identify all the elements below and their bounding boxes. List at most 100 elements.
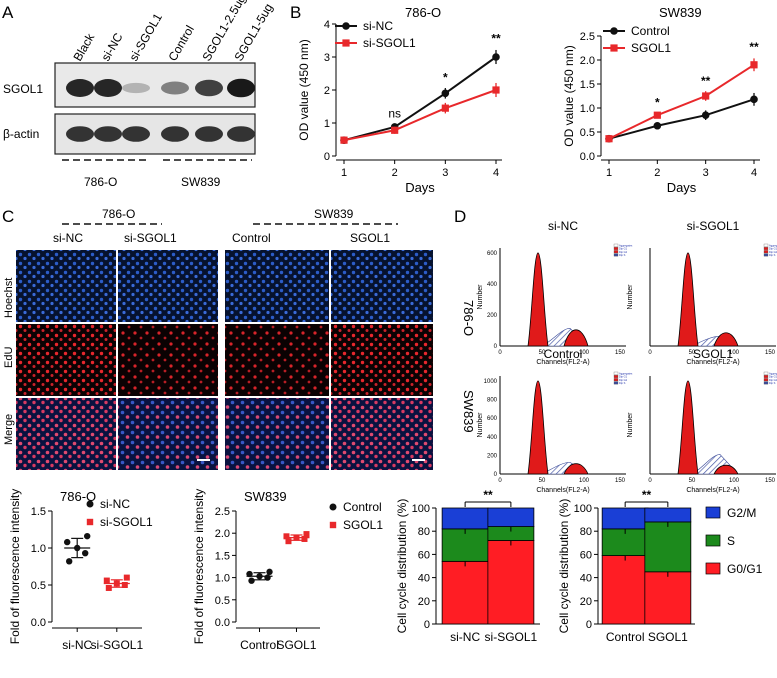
y-tick-label: 60	[418, 549, 430, 561]
y-tick-label: 1.0	[580, 103, 595, 115]
flow-y-tick: 800	[487, 398, 498, 404]
panel-label-a: A	[2, 3, 14, 22]
y-axis-label: Fold of fluorescence intensity	[192, 489, 206, 644]
flow-legend-label: Aggregates	[769, 372, 777, 376]
flow-g2-peak	[563, 329, 589, 347]
y-tick-label: 1.5	[580, 79, 595, 91]
legend-label: si-SGOL1	[363, 36, 416, 50]
data-point	[702, 92, 710, 100]
stacked-bar-segment	[644, 521, 692, 573]
flow-x-tick: 50	[539, 478, 546, 484]
edu-image-hoechst-sisgol1	[118, 250, 218, 322]
flow-row-label: SW839	[461, 390, 476, 433]
significance-mark: **	[701, 74, 711, 88]
flow-y-tick: 0	[494, 472, 498, 478]
stacked-bar-segment	[644, 507, 692, 523]
flow-legend-label: Dip G1	[769, 375, 777, 379]
flow-legend-swatch	[613, 371, 619, 375]
x-tick-label: si-SGOL1	[90, 638, 143, 652]
x-tick-label: si-SGOL1	[485, 630, 538, 644]
legend-marker	[86, 518, 94, 526]
blot-band-actin	[66, 126, 94, 142]
flow-y-tick: 0	[494, 344, 498, 350]
flow-y-label: Number	[627, 284, 634, 310]
legend-label: si-SGOL1	[100, 515, 153, 529]
flow-g2-peak	[713, 464, 739, 475]
y-tick-label: 20	[580, 596, 592, 608]
data-point	[441, 104, 449, 112]
flow-legend-swatch	[613, 375, 619, 378]
data-point	[63, 538, 71, 546]
significance-mark: ns	[388, 107, 401, 121]
flow-row-label: 786-O	[461, 300, 476, 336]
x-tick-label: Control	[606, 630, 645, 644]
data-point	[66, 558, 73, 565]
x-axis-label: Days	[667, 180, 697, 195]
stacked-bar-segment	[487, 507, 535, 527]
data-point	[391, 126, 399, 134]
y-tick-label: 1	[324, 118, 330, 130]
blot-row-label-actin: β-actin	[3, 127, 39, 141]
edu-image-grid	[16, 250, 433, 470]
flow-legend-swatch	[763, 378, 769, 382]
x-tick-label: si-NC	[450, 630, 480, 644]
blot-band-sgol1	[122, 82, 150, 94]
chart-title: 786-O	[60, 489, 96, 504]
y-tick-label: 0.5	[215, 595, 230, 607]
legend-swatch	[705, 562, 721, 575]
flow-legend-label: Dip G1	[619, 247, 628, 251]
x-tick-label: Control	[240, 638, 279, 652]
x-tick-label: 1	[606, 167, 612, 179]
flow-g2-peak	[713, 332, 739, 347]
flow-legend-label: Dip G2	[619, 378, 628, 382]
blot-lane-label: Control	[165, 23, 196, 64]
y-tick-label: 0.0	[31, 617, 46, 629]
flow-x-label: Channels(FL2-A)	[686, 487, 739, 494]
fluorescence-scatter-sw839: 0.0 0.5 1.0 1.5 2.0 2.5 Fold of fluorescence i…	[192, 489, 383, 652]
legend-marker	[342, 22, 350, 30]
y-tick-label: 2	[324, 85, 330, 97]
legend-marker	[610, 44, 618, 52]
data-point	[750, 61, 758, 69]
legend-marker	[610, 27, 618, 35]
flow-x-tick: 0	[648, 478, 652, 484]
flow-x-tick: 150	[765, 350, 776, 356]
flow-legend-swatch	[763, 371, 769, 375]
y-tick-label: 80	[418, 526, 430, 538]
significance-mark: **	[642, 488, 652, 502]
legend-label: si-NC	[100, 497, 130, 511]
blot-band-sgol1	[227, 78, 255, 98]
y-tick-label: 1.0	[31, 543, 46, 555]
legend-label: si-NC	[363, 19, 393, 33]
edu-image-edu-sinc	[16, 324, 116, 396]
blot-group-label: SW839	[181, 175, 221, 189]
flow-title: si-NC	[548, 219, 578, 233]
chart-title: SW839	[244, 489, 287, 504]
flow-y-label: Number	[477, 284, 484, 310]
flow-title: si-SGOL1	[687, 219, 740, 233]
blot-band-actin	[161, 126, 189, 142]
data-point	[248, 577, 255, 584]
flow-x-tick: 50	[689, 478, 696, 484]
flow-g1-peak	[527, 380, 549, 475]
flow-legend-swatch	[613, 378, 619, 382]
stacked-bar-segment	[601, 555, 649, 625]
y-tick-label: 2.0	[580, 55, 595, 67]
blot-lane-label: si-NC	[98, 30, 125, 63]
significance-mark: *	[443, 70, 448, 84]
legend-swatch	[705, 506, 721, 519]
flow-legend-label: Dip S	[619, 381, 626, 385]
flow-x-tick: 0	[498, 478, 502, 484]
x-tick-label: si-NC	[62, 638, 92, 652]
y-tick-label: 2.5	[580, 31, 595, 43]
edu-column-label: si-NC	[53, 231, 83, 245]
blot-band-actin	[122, 126, 150, 142]
y-tick-label: 0.0	[580, 151, 595, 163]
blot-lane-label: Black	[70, 30, 97, 63]
x-axis-label: Days	[405, 180, 435, 195]
y-tick-label: 1.5	[215, 550, 230, 562]
blot-lane-labels: Black si-NC si-SGOL1 Control SGOL1-2.5ug…	[70, 0, 275, 64]
flow-legend-swatch	[613, 243, 619, 247]
